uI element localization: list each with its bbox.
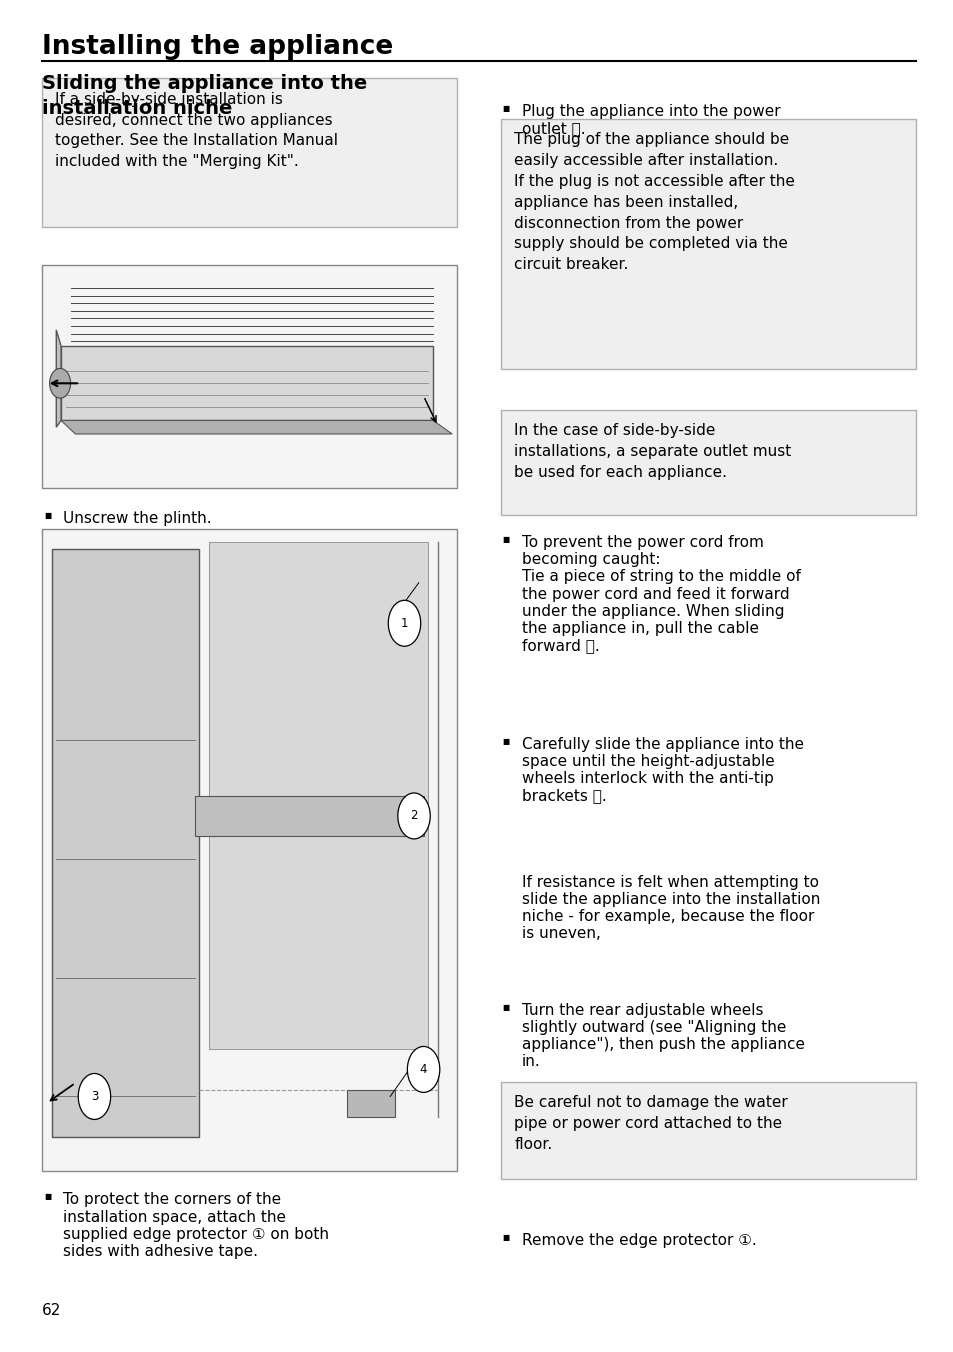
Circle shape	[397, 792, 430, 838]
Text: If resistance is felt when attempting to: If resistance is felt when attempting to	[521, 875, 818, 890]
Text: the appliance in, pull the cable: the appliance in, pull the cable	[521, 621, 758, 635]
Text: ■: ■	[502, 737, 510, 746]
FancyBboxPatch shape	[61, 346, 433, 420]
Polygon shape	[347, 1090, 395, 1117]
Text: is uneven,: is uneven,	[521, 926, 600, 941]
Text: 2: 2	[410, 810, 417, 822]
Text: ■: ■	[502, 535, 510, 545]
Text: Carefully slide the appliance into the: Carefully slide the appliance into the	[521, 737, 803, 752]
Circle shape	[50, 368, 71, 397]
Circle shape	[407, 1046, 439, 1092]
Text: ■: ■	[502, 1233, 510, 1242]
Text: wheels interlock with the anti-tip: wheels interlock with the anti-tip	[521, 771, 773, 786]
Text: brackets Ⓒ.: brackets Ⓒ.	[521, 788, 606, 803]
Text: ■: ■	[44, 511, 51, 521]
Text: becoming caught:: becoming caught:	[521, 553, 659, 568]
Text: slide the appliance into the installation: slide the appliance into the installatio…	[521, 892, 820, 907]
Text: If a side-by-side installation is
desired, connect the two appliances
together. : If a side-by-side installation is desire…	[55, 92, 338, 169]
Text: slightly outward (see "Aligning the: slightly outward (see "Aligning the	[521, 1021, 785, 1036]
Polygon shape	[56, 330, 61, 427]
Polygon shape	[61, 420, 452, 434]
Text: In the case of side-by-side
installations, a separate outlet must
be used for ea: In the case of side-by-side installation…	[514, 423, 791, 480]
Text: Tie a piece of string to the middle of: Tie a piece of string to the middle of	[521, 569, 800, 584]
Text: under the appliance. When sliding: under the appliance. When sliding	[521, 603, 783, 619]
Text: ■: ■	[502, 104, 510, 114]
Text: Plug the appliance into the power: Plug the appliance into the power	[521, 104, 780, 119]
Text: Sliding the appliance into the
installation niche: Sliding the appliance into the installat…	[42, 74, 367, 118]
Text: in.: in.	[521, 1055, 540, 1069]
Text: space until the height-adjustable: space until the height-adjustable	[521, 754, 774, 769]
FancyBboxPatch shape	[500, 1082, 915, 1179]
Text: The plug of the appliance should be
easily accessible after installation.
If the: The plug of the appliance should be easi…	[514, 132, 794, 272]
Text: the power cord and feed it forward: the power cord and feed it forward	[521, 587, 789, 602]
Text: niche - for example, because the floor: niche - for example, because the floor	[521, 909, 813, 923]
Text: To protect the corners of the: To protect the corners of the	[63, 1192, 281, 1207]
Text: 62: 62	[42, 1303, 61, 1318]
Circle shape	[388, 600, 420, 646]
Text: supplied edge protector ① on both: supplied edge protector ① on both	[63, 1226, 329, 1241]
Text: ■: ■	[44, 1192, 51, 1202]
Text: Remove the edge protector ①.: Remove the edge protector ①.	[521, 1233, 756, 1248]
Text: forward Ⓑ.: forward Ⓑ.	[521, 638, 598, 653]
Text: 4: 4	[419, 1063, 427, 1076]
Text: To prevent the power cord from: To prevent the power cord from	[521, 535, 763, 550]
Circle shape	[78, 1073, 111, 1119]
FancyBboxPatch shape	[500, 119, 915, 369]
FancyBboxPatch shape	[51, 549, 199, 1137]
Text: 1: 1	[400, 617, 408, 630]
Text: installation space, attach the: installation space, attach the	[63, 1210, 286, 1225]
FancyBboxPatch shape	[42, 529, 456, 1171]
Text: sides with adhesive tape.: sides with adhesive tape.	[63, 1244, 257, 1259]
Text: outlet Ⓐ.: outlet Ⓐ.	[521, 122, 585, 137]
Polygon shape	[209, 542, 428, 1049]
Polygon shape	[194, 795, 423, 836]
Text: Installing the appliance: Installing the appliance	[42, 34, 393, 59]
FancyBboxPatch shape	[42, 78, 456, 227]
Text: Turn the rear adjustable wheels: Turn the rear adjustable wheels	[521, 1003, 762, 1018]
Text: Unscrew the plinth.: Unscrew the plinth.	[63, 511, 212, 526]
FancyBboxPatch shape	[42, 265, 456, 488]
Text: ■: ■	[502, 1003, 510, 1013]
FancyBboxPatch shape	[500, 410, 915, 515]
Text: Be careful not to damage the water
pipe or power cord attached to the
floor.: Be careful not to damage the water pipe …	[514, 1095, 787, 1152]
Text: 3: 3	[91, 1090, 98, 1103]
Text: appliance"), then push the appliance: appliance"), then push the appliance	[521, 1037, 804, 1052]
